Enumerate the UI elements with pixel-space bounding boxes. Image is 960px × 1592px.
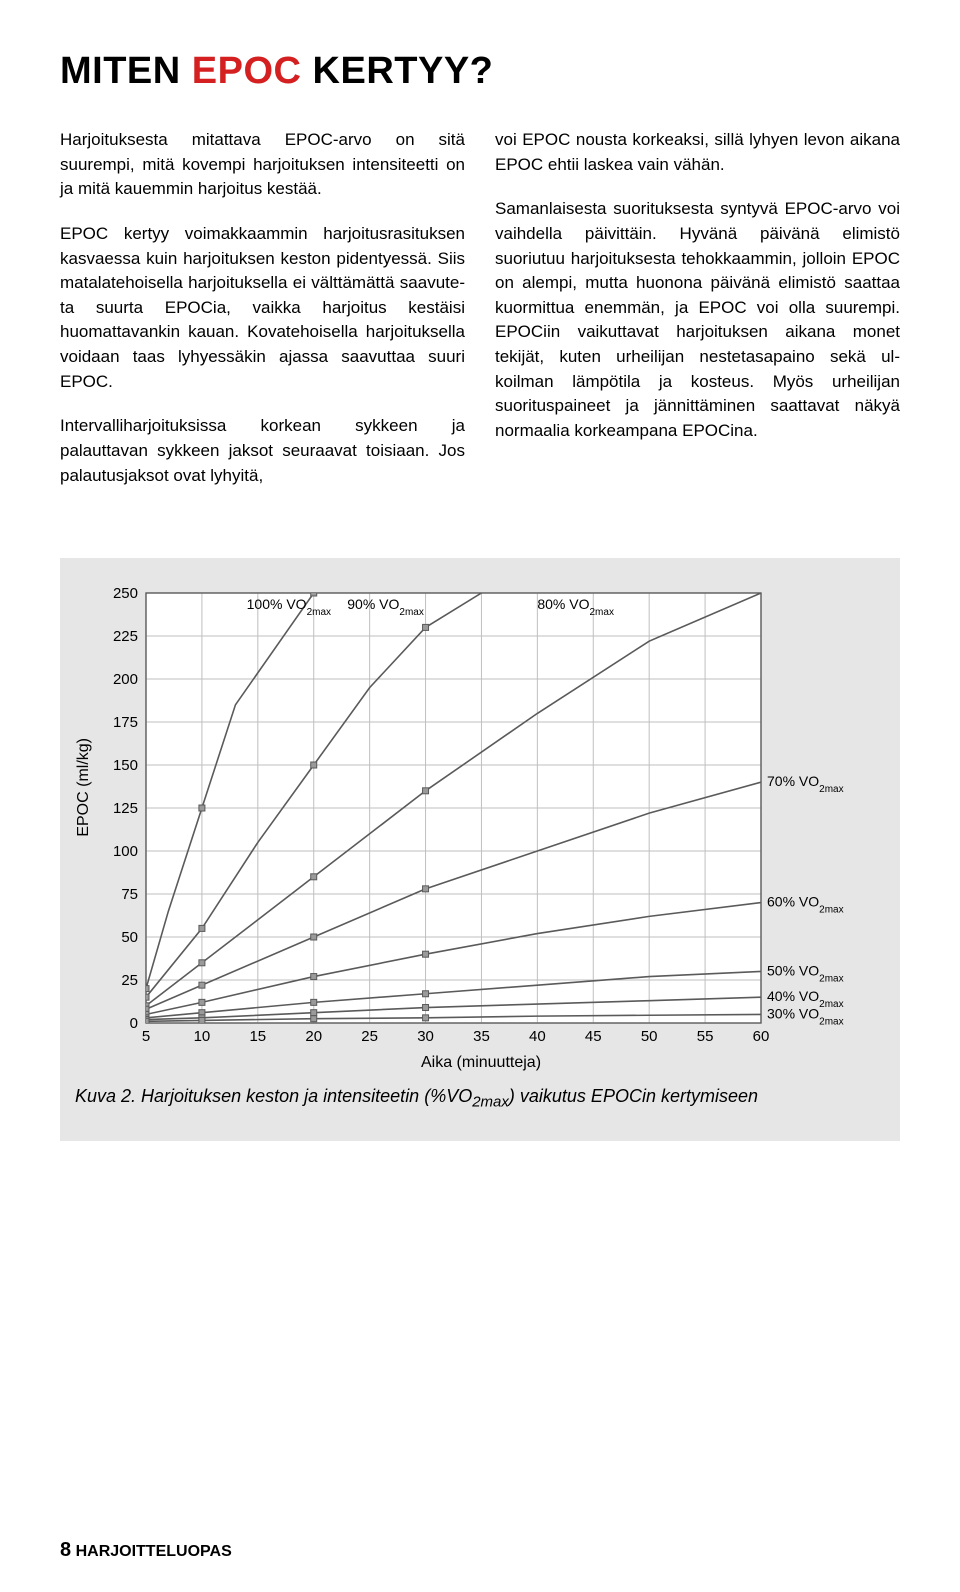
svg-text:250: 250 — [113, 588, 138, 602]
svg-text:0: 0 — [130, 1015, 138, 1032]
para: Harjoituksesta mitattava EPOC-arvo on si… — [60, 128, 465, 202]
x-axis-label: Aika (minuutteja) — [101, 1054, 861, 1072]
heading-accent: EPOC — [192, 50, 302, 92]
svg-text:100: 100 — [113, 843, 138, 860]
page-footer: 8 HARJOITTELUOPAS — [60, 1539, 232, 1562]
svg-text:150: 150 — [113, 757, 138, 774]
footer-label: HARJOITTELUOPAS — [76, 1543, 232, 1560]
svg-text:45: 45 — [585, 1028, 602, 1045]
svg-text:5: 5 — [142, 1028, 150, 1045]
svg-text:10: 10 — [194, 1028, 211, 1045]
chart-plot-wrapper: 5 10 15 20 25 30 35 40 45 50 55 60 0 25 50 75 100 125 150 1… — [101, 588, 861, 1072]
svg-text:30: 30 — [417, 1028, 434, 1045]
svg-text:25: 25 — [361, 1028, 378, 1045]
para: voi EPOC nousta korkeaksi, sillä lyhyen … — [495, 128, 900, 177]
svg-text:175: 175 — [113, 714, 138, 731]
svg-text:50% VO2max: 50% VO2max — [767, 963, 844, 985]
heading-post: KERTYY? — [301, 50, 493, 92]
para: Intervalliharjoituksissa korkean sykkeen… — [60, 414, 465, 488]
svg-text:50: 50 — [121, 929, 138, 946]
chart-caption: Kuva 2. Harjoituksen keston ja intensite… — [75, 1086, 870, 1111]
svg-text:70% VO2max: 70% VO2max — [767, 774, 844, 796]
svg-text:75: 75 — [121, 886, 138, 903]
svg-text:25: 25 — [121, 972, 138, 989]
chart-container: EPOC (ml/kg) 510152025303540455055600255… — [60, 558, 900, 1141]
svg-text:60: 60 — [753, 1028, 770, 1045]
heading-pre: MITEN — [60, 50, 192, 92]
para: EPOC kertyy voimakkaammin harjoitus­rasi… — [60, 222, 465, 394]
svg-text:35: 35 — [473, 1028, 490, 1045]
svg-text:200: 200 — [113, 671, 138, 688]
epoc-chart: 5 10 15 20 25 30 35 40 45 50 55 60 0 25 50 75 100 125 150 1… — [101, 588, 861, 1048]
svg-text:60% VO2max: 60% VO2max — [767, 894, 844, 916]
para: Samanlaisesta suorituksesta syntyvä EPOC… — [495, 197, 900, 443]
page-number: 8 — [60, 1539, 71, 1561]
left-column: Harjoituksesta mitattava EPOC-arvo on si… — [60, 128, 465, 508]
right-column: voi EPOC nousta korkeaksi, sillä lyhyen … — [495, 128, 900, 508]
svg-text:20: 20 — [305, 1028, 322, 1045]
svg-text:50: 50 — [641, 1028, 658, 1045]
svg-text:225: 225 — [113, 628, 138, 645]
svg-text:125: 125 — [113, 800, 138, 817]
svg-text:15: 15 — [249, 1028, 266, 1045]
page-heading: MITEN EPOC KERTYY? — [60, 50, 900, 93]
svg-text:40: 40 — [529, 1028, 546, 1045]
body-columns: Harjoituksesta mitattava EPOC-arvo on si… — [60, 128, 900, 508]
y-axis-label: EPOC (ml/kg) — [75, 738, 93, 837]
svg-text:55: 55 — [697, 1028, 714, 1045]
